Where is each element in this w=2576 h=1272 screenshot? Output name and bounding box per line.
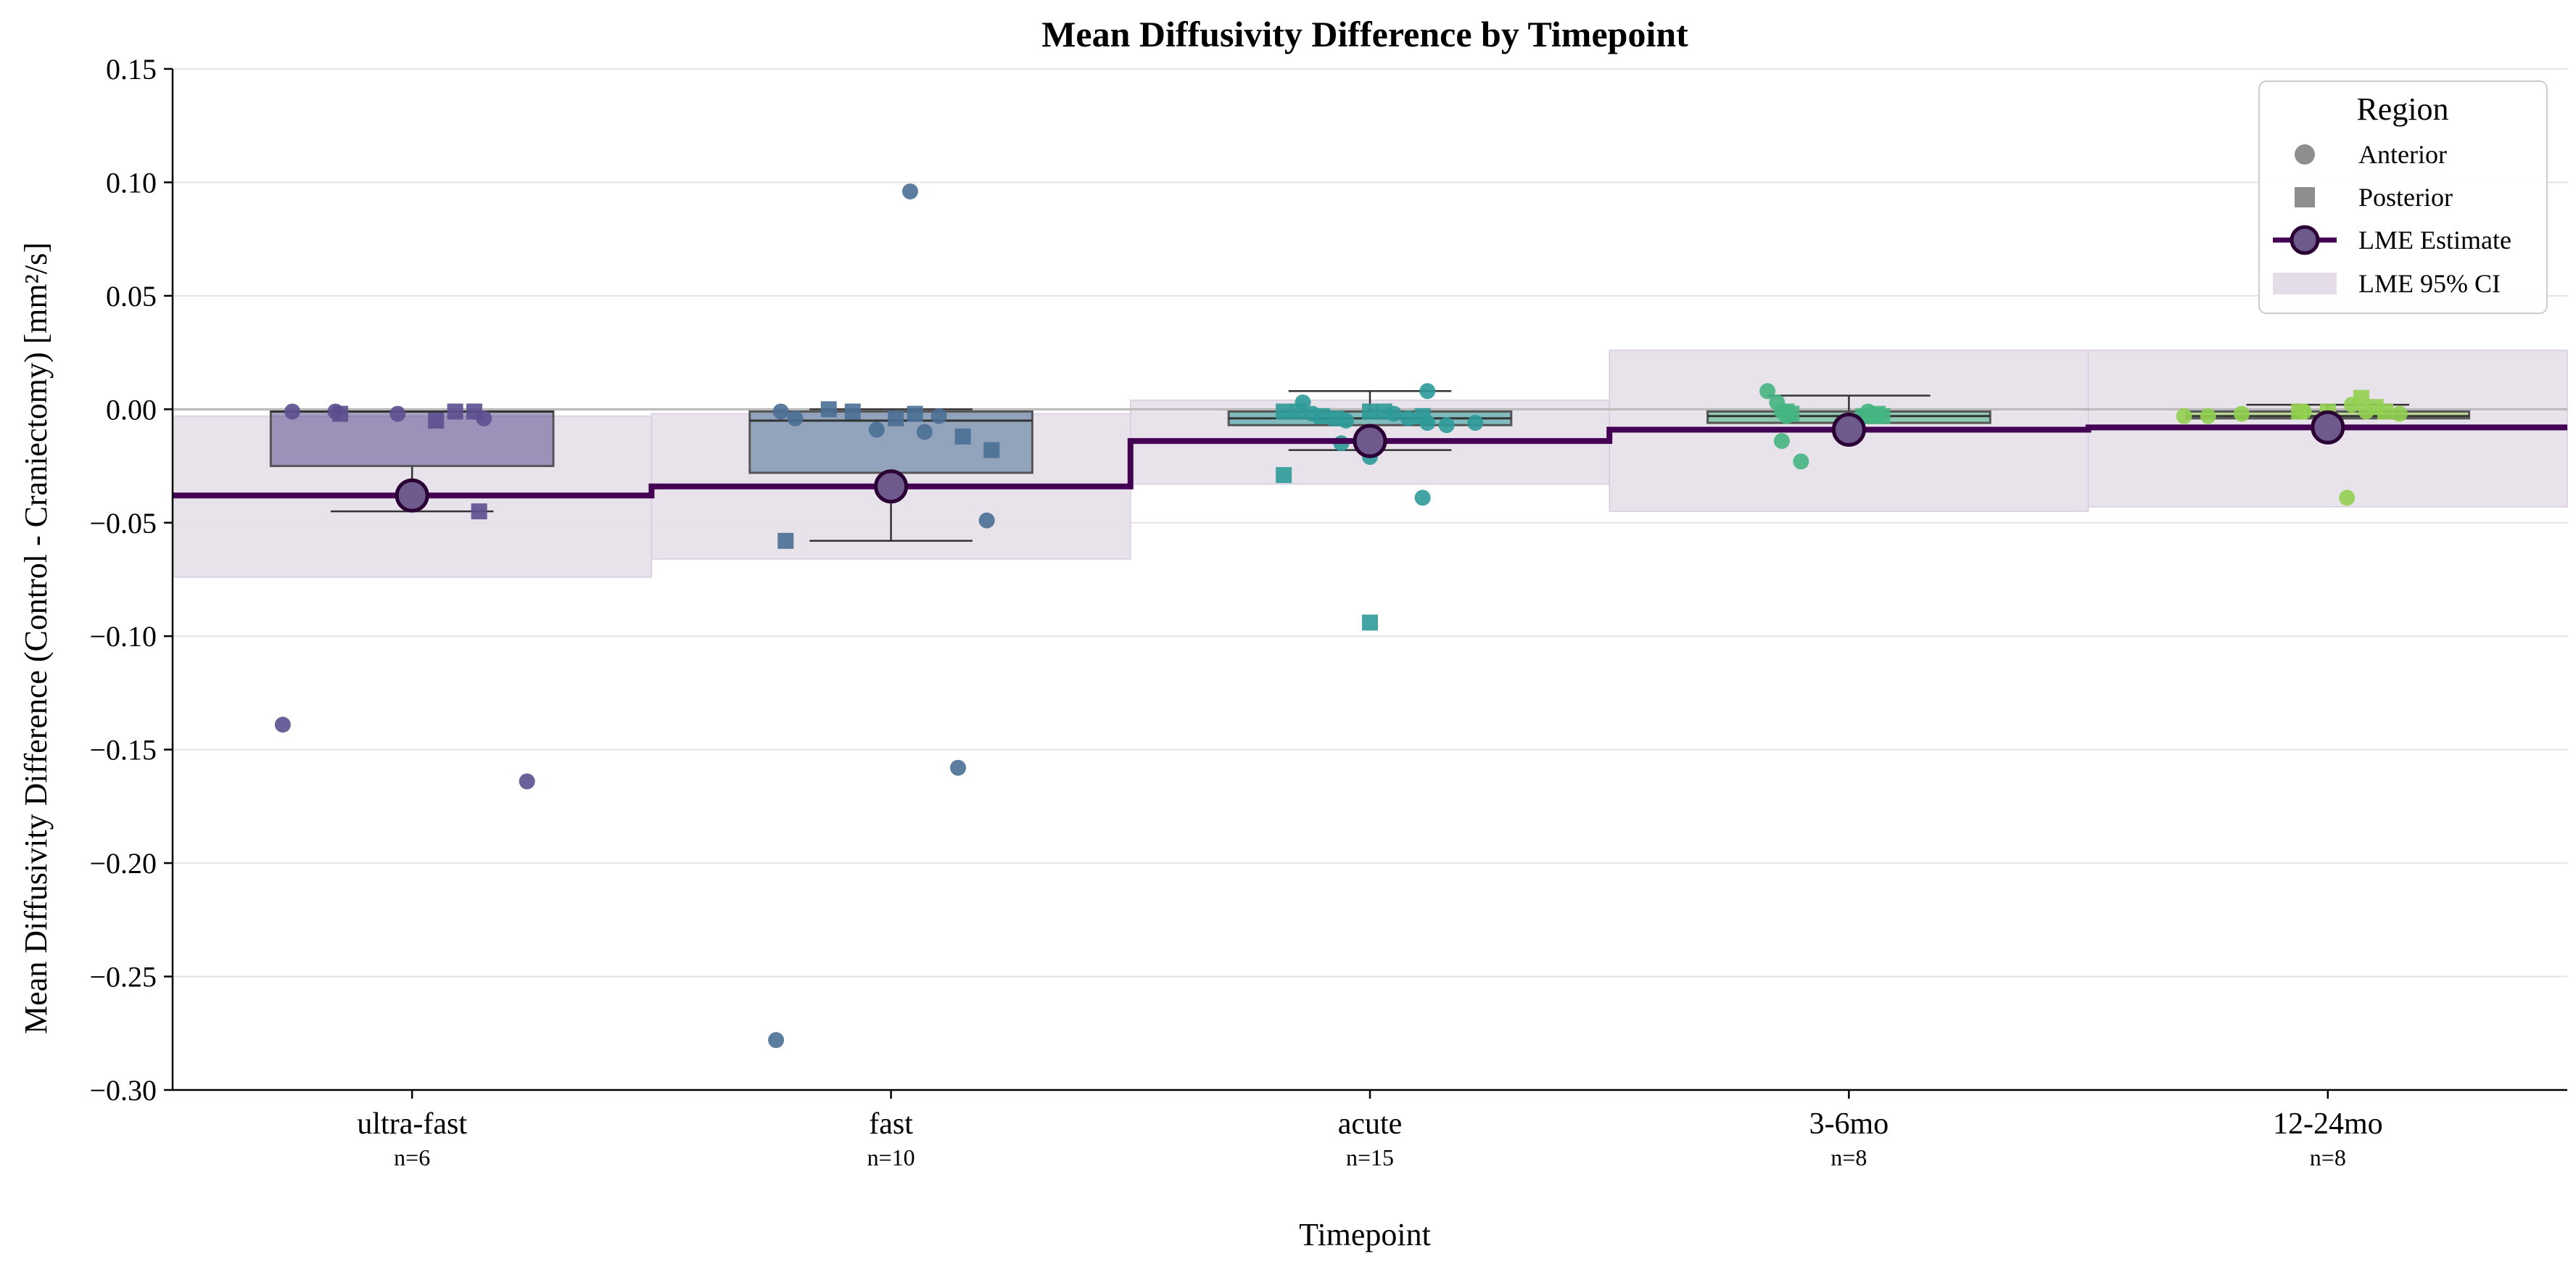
lme-layer [173, 410, 2567, 513]
data-point-posterior [2353, 389, 2370, 406]
x-tick-label: fast [869, 1107, 913, 1141]
data-point-posterior [820, 401, 837, 418]
data-point-anterior [389, 405, 406, 422]
data-point-anterior [772, 403, 789, 420]
data-point-anterior [2200, 408, 2216, 424]
data-point-anterior [787, 410, 804, 426]
data-point-anterior [1414, 490, 1431, 506]
data-point-posterior [2291, 403, 2308, 420]
data-point-anterior [519, 773, 535, 790]
data-point-posterior [1376, 403, 1392, 420]
x-sample-size-label: n=10 [867, 1144, 915, 1170]
data-point-posterior [1874, 408, 1891, 424]
data-point-anterior [2391, 405, 2408, 422]
legend-label-lme-estimate: LME Estimate [2358, 226, 2511, 255]
data-point-posterior [888, 410, 904, 426]
lme-estimate-marker [395, 478, 429, 513]
data-point-posterior [1313, 408, 1330, 424]
legend-title: Region [2356, 91, 2448, 127]
data-point-posterior [1276, 403, 1292, 420]
legend-lme-marker [2290, 225, 2320, 255]
data-point-anterior [2176, 408, 2192, 424]
data-point-anterior [2339, 490, 2356, 506]
y-tick-label: 0.00 [106, 393, 157, 426]
x-tick-label: 3-6mo [1809, 1107, 1889, 1141]
data-point-posterior [1328, 410, 1345, 426]
data-point-anterior [1793, 453, 1809, 470]
lme-estimate-marker [1831, 412, 1866, 447]
data-point-anterior [978, 512, 995, 529]
data-point-anterior [950, 759, 967, 776]
data-point-anterior [1467, 415, 1484, 431]
data-point-posterior [447, 403, 463, 420]
legend-frame [2258, 80, 2548, 314]
x-sample-size-label: n=6 [394, 1144, 430, 1170]
data-point-anterior [768, 1032, 785, 1049]
data-point-anterior [902, 183, 919, 199]
data-point-anterior [1773, 433, 1790, 450]
data-point-posterior [907, 405, 923, 422]
data-point-posterior [1276, 467, 1292, 484]
data-point-posterior [471, 503, 487, 520]
y-tick-label: −0.10 [89, 620, 157, 653]
data-point-anterior [274, 716, 291, 733]
y-tick-label: 0.05 [106, 280, 157, 313]
x-sample-size-label: n=8 [1830, 1144, 1867, 1170]
data-point-posterior [332, 405, 349, 422]
data-point-anterior [284, 403, 301, 420]
x-tick-label: acute [1338, 1107, 1403, 1141]
data-point-anterior [868, 421, 885, 438]
axis-layer: 0.15 0.10 0.05 0.00 −0.05 −0.10 −0.15 −0.20 −0.2… [89, 53, 2567, 1170]
legend-label-lme-ci: LME 95% CI [2358, 269, 2501, 298]
x-tick-label: 12-24mo [2273, 1107, 2383, 1141]
chart-title: Mean Diffusivity Difference by Timepoint [1041, 14, 1688, 54]
data-point-posterior [1289, 403, 1306, 420]
data-point-anterior [1438, 417, 1455, 434]
y-tick-label: 0.10 [106, 166, 157, 199]
data-point-posterior [428, 412, 445, 429]
lme-estimate-marker [874, 469, 909, 504]
data-point-posterior [844, 403, 861, 420]
data-point-posterior [1414, 408, 1431, 424]
data-point-posterior [777, 532, 794, 549]
data-point-posterior [2377, 403, 2394, 420]
legend: Region Anterior Posterior LME Estimate L… [2258, 80, 2548, 314]
data-point-posterior [954, 428, 971, 445]
data-point-posterior [1362, 614, 1378, 631]
y-tick-label: −0.15 [89, 734, 157, 767]
data-point-anterior [2233, 405, 2250, 422]
y-tick-label: −0.20 [89, 847, 157, 880]
point-layer [274, 183, 2408, 1049]
data-point-anterior [1759, 383, 1776, 400]
legend-label-anterior: Anterior [2358, 140, 2447, 169]
y-tick-label: 0.15 [106, 53, 157, 86]
legend-label-posterior: Posterior [2358, 183, 2453, 212]
data-point-anterior [1419, 383, 1436, 400]
lme-estimate-marker [1353, 424, 1387, 458]
data-point-posterior [1783, 405, 1800, 422]
data-point-anterior [916, 424, 933, 440]
x-axis-title: Timepoint [1299, 1217, 1431, 1252]
lme-estimate-marker [2311, 410, 2345, 445]
x-tick-label: ultra-fast [357, 1107, 467, 1141]
x-sample-size-label: n=8 [2310, 1144, 2346, 1170]
legend-ci-patch [2273, 273, 2337, 294]
y-tick-label: −0.30 [89, 1074, 157, 1107]
box-body [269, 410, 555, 468]
data-point-posterior [983, 442, 1000, 458]
y-tick-label: −0.25 [89, 961, 157, 994]
x-sample-size-label: n=15 [1346, 1144, 1394, 1170]
y-tick-label: −0.05 [89, 507, 157, 540]
data-point-posterior [466, 403, 483, 420]
legend-posterior-marker [2295, 187, 2315, 207]
y-axis-title: Mean Diffusivity Difference (Control - C… [18, 242, 54, 1034]
data-point-posterior [1362, 403, 1378, 420]
data-point-anterior [1400, 410, 1416, 426]
data-point-anterior [930, 408, 947, 424]
legend-anterior-marker [2295, 144, 2315, 165]
